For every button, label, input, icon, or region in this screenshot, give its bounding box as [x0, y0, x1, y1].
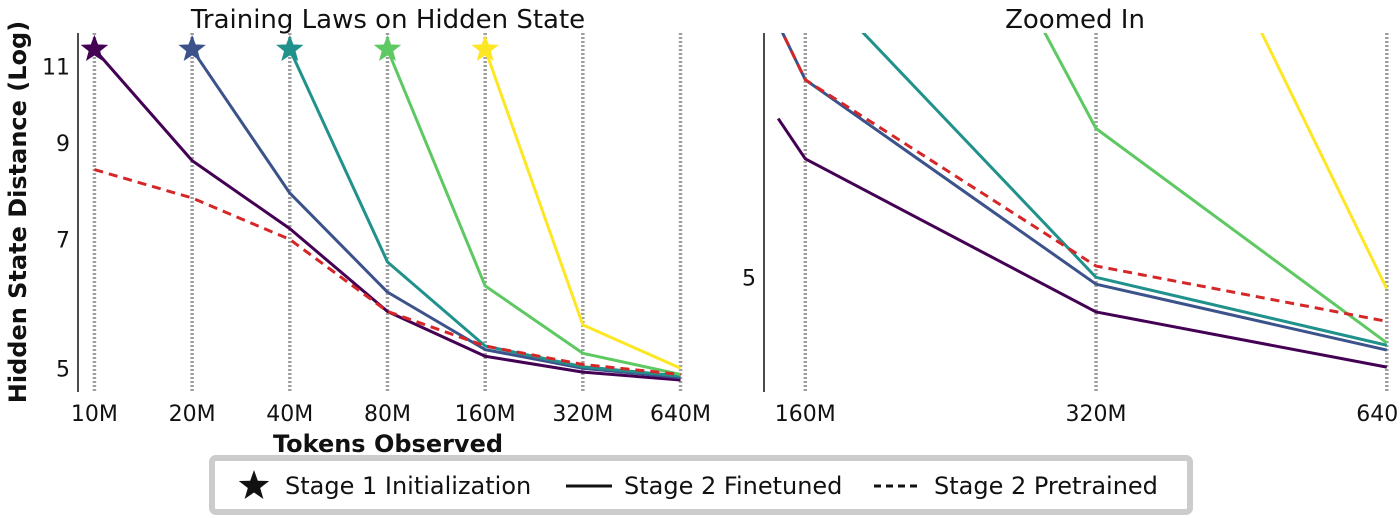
plot-area: [776, 33, 1389, 369]
finetuned-line: [483, 48, 682, 370]
plot-area: [93, 48, 682, 382]
legend: Stage 1 Initialization Stage 2 Finetuned…: [209, 455, 1193, 515]
y-tick-label: 9: [56, 132, 70, 157]
chart-right-title: Zoomed In: [1005, 5, 1145, 35]
x-tick-label: 160M: [775, 402, 836, 427]
legend-frame: [209, 455, 1193, 515]
x-tick-label: 40M: [266, 402, 313, 427]
pretrained-line: [780, 33, 1388, 323]
legend-label-pretrained: Stage 2 Pretrained: [934, 472, 1158, 500]
finetuned-line: [1260, 33, 1389, 290]
finetuned-line: [93, 48, 681, 382]
x-tick-label: 80M: [364, 402, 411, 427]
y-tick-label: 5: [742, 266, 756, 291]
pretrained-line: [94, 168, 681, 376]
star-icon: [373, 34, 402, 61]
legend-label-finetuned: Stage 2 Finetuned: [624, 472, 842, 500]
x-tick-label: 640M: [650, 402, 711, 427]
chart-right: Zoomed In 160M 320M 640M 5: [742, 5, 1400, 427]
x-tick-label: 320M: [1066, 402, 1127, 427]
chart-left-xlabel: Tokens Observed: [273, 430, 503, 458]
finetuned-line: [386, 48, 681, 376]
finetuned-line: [190, 48, 681, 380]
y-tick-label: 7: [56, 228, 70, 253]
star-icon: [276, 34, 304, 61]
x-tick-label: 320M: [552, 402, 613, 427]
finetuned-line: [861, 33, 1388, 347]
chart-right-plot: 160M 320M 640M 5: [742, 33, 1400, 427]
y-tick-label: 5: [56, 357, 70, 382]
chart-left-ylabel: Hidden State Distance (Log): [4, 21, 32, 403]
legend-label-initialization: Stage 1 Initialization: [285, 472, 531, 500]
y-tick-label: 11: [42, 55, 70, 80]
star-icon: [178, 34, 206, 61]
x-tick-label: 160M: [455, 402, 516, 427]
chart-left-title: Training Laws on Hidden State: [190, 5, 585, 35]
legend-item-finetuned: Stage 2 Finetuned: [566, 472, 842, 500]
finetuned-line: [1043, 33, 1388, 345]
legend-item-initialization: Stage 1 Initialization: [238, 470, 531, 500]
star-icon: [80, 34, 109, 61]
chart-left: Training Laws on Hidden State 10M 20M 40M 8…: [4, 5, 711, 458]
star-icon: [471, 34, 499, 61]
legend-item-pretrained: Stage 2 Pretrained: [874, 472, 1158, 500]
finetuned-line: [776, 117, 1388, 369]
star-icon: [238, 470, 270, 499]
x-tick-label: 20M: [169, 402, 216, 427]
finetuned-line: [288, 48, 681, 378]
x-tick-label: 640M: [1356, 402, 1400, 427]
chart-left-plot: 10M 20M 40M 80M 160M 320M 640M 5 7 9 11: [42, 33, 711, 427]
x-tick-label: 10M: [71, 402, 118, 427]
